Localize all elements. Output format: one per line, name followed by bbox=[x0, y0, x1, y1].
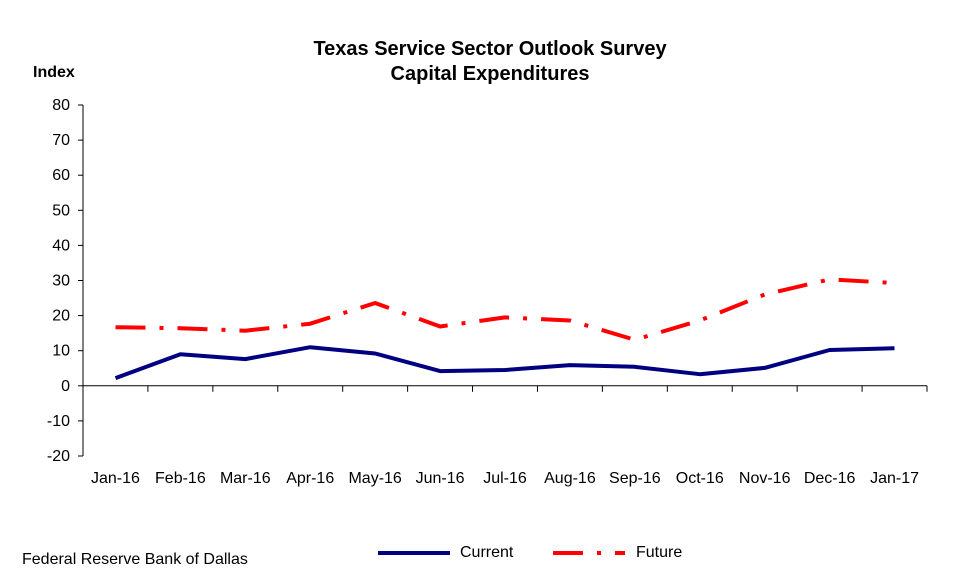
series-lines bbox=[114, 277, 895, 380]
y-tick-label: 10 bbox=[52, 343, 70, 360]
x-tick-label: Jun-16 bbox=[416, 470, 465, 487]
x-tick-label: Jan-16 bbox=[91, 470, 140, 487]
x-tick-label: Nov-16 bbox=[739, 470, 791, 487]
y-tick-label: 80 bbox=[52, 97, 70, 114]
x-tick-label: Mar-16 bbox=[220, 470, 271, 487]
y-axis-label: Index bbox=[33, 64, 75, 81]
x-tick-label: Apr-16 bbox=[286, 470, 334, 487]
x-tick-label: Feb-16 bbox=[155, 470, 206, 487]
series-line-future bbox=[115, 277, 895, 342]
y-tick-label: -10 bbox=[47, 413, 70, 430]
y-tick-label: -20 bbox=[47, 448, 70, 465]
y-tick-label: 0 bbox=[61, 378, 70, 395]
axes bbox=[82, 105, 927, 456]
series-line-current bbox=[114, 345, 895, 380]
x-tick-label: May-16 bbox=[348, 470, 401, 487]
chart-subtitle: Capital Expenditures bbox=[390, 63, 590, 85]
y-tick-label: 30 bbox=[52, 273, 70, 290]
x-axis-ticks: Jan-16 Feb-16 Mar-16 Apr-16 May-16 Jun-16 Jul-… bbox=[82, 385, 928, 487]
y-axis-ticks: 80 70 60 50 40 30 20 10 0 -10 -20 bbox=[47, 97, 83, 465]
x-tick-label: Sep-16 bbox=[609, 470, 661, 487]
y-tick-label: 40 bbox=[52, 237, 70, 254]
y-tick-label: 70 bbox=[52, 132, 70, 149]
x-tick-label: Dec-16 bbox=[804, 470, 856, 487]
x-tick-label: Oct-16 bbox=[676, 470, 724, 487]
x-tick-label: Aug-16 bbox=[544, 470, 596, 487]
x-tick-label: Jul-16 bbox=[483, 470, 527, 487]
legend-label-future: Future bbox=[636, 544, 683, 561]
x-tick-label: Jan-17 bbox=[870, 470, 919, 487]
source-note: Federal Reserve Bank of Dallas bbox=[22, 551, 248, 568]
y-tick-label: 50 bbox=[52, 202, 70, 219]
y-tick-label: 60 bbox=[52, 167, 70, 184]
y-tick-label: 20 bbox=[52, 308, 70, 325]
chart-title: Texas Service Sector Outlook Survey bbox=[313, 38, 667, 60]
legend-label-current: Current bbox=[460, 544, 514, 561]
